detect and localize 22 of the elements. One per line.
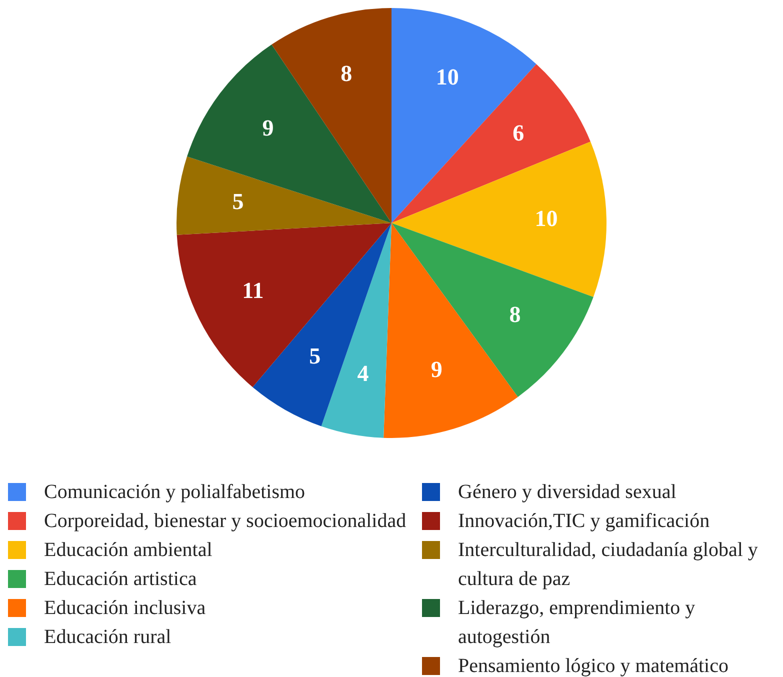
data-label: 4 xyxy=(357,361,370,386)
legend-label: Género y diversidad sexual xyxy=(458,480,676,505)
legend-label: Educación inclusiva xyxy=(44,596,206,621)
legend-label: Educación rural xyxy=(44,625,172,650)
data-label: 6 xyxy=(512,120,524,146)
data-label: 11 xyxy=(242,278,264,303)
data-label: 9 xyxy=(262,116,274,141)
legend-label: Interculturalidad, ciudadanía global y cultura de paz xyxy=(458,538,759,592)
legend-label: Pensamiento lógico y matemático xyxy=(458,654,728,677)
data-label: 5 xyxy=(232,188,244,214)
data-label: 8 xyxy=(509,302,521,328)
legend-label: Liderazgo, emprendimiento y autogestión xyxy=(458,596,696,650)
legend-label: Corporeidad, bienestar y socioemocionalidad xyxy=(44,509,406,534)
data-label: 5 xyxy=(309,343,321,368)
legend-label: Educación ambiental xyxy=(44,538,212,563)
data-label: 9 xyxy=(430,357,442,382)
data-label: 8 xyxy=(340,60,352,86)
legend-label: Innovación,TIC y gamificación xyxy=(458,509,710,534)
data-label: 10 xyxy=(436,64,459,90)
legend-label: Comunicación y polialfabetismo xyxy=(44,480,306,505)
data-label: 10 xyxy=(534,206,558,232)
legend-label: Educación artistica xyxy=(44,567,197,592)
